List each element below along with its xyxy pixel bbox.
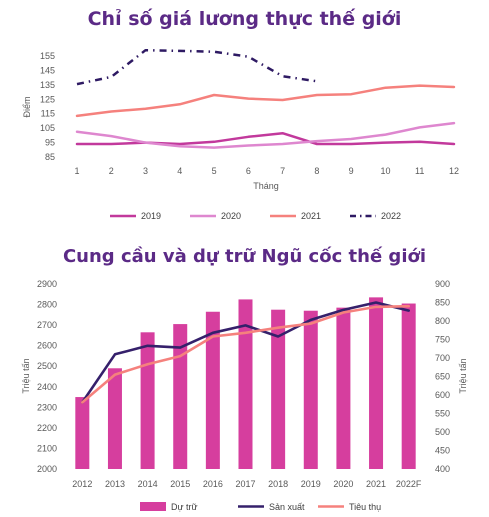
bar-2022F	[401, 303, 416, 469]
x-tick-label: 11	[415, 166, 424, 176]
legend-label-2021: 2021	[301, 211, 321, 221]
x-tick-label: 2017	[235, 479, 255, 489]
bar-2016	[205, 311, 220, 469]
y2-tick-label: 400	[435, 464, 450, 474]
y-axis-label: Triệu tấn	[21, 358, 31, 393]
y2-tick-label: 550	[435, 409, 450, 419]
x-tick-label: 2019	[301, 479, 321, 489]
y-tick-label: 2700	[37, 320, 57, 330]
series-line-Tiêu thụ	[81, 304, 410, 404]
y-tick-label: 2500	[37, 361, 57, 371]
x-tick-label: 2021	[366, 479, 386, 489]
x-tick-label: 1	[74, 166, 79, 176]
series-line-2022	[76, 48, 318, 86]
x-tick-label: 3	[143, 166, 148, 176]
bar-2014	[140, 332, 155, 469]
y-tick-label: 105	[40, 123, 55, 133]
bar-2015	[173, 324, 188, 469]
y-tick-label: 2300	[37, 402, 57, 412]
x-tick-label: 7	[280, 166, 285, 176]
y-tick-label: 155	[40, 51, 55, 61]
bar-2018	[271, 309, 286, 469]
bar-2020	[336, 307, 351, 469]
x-tick-label: 2018	[268, 479, 288, 489]
legend-label-2022: 2022	[381, 211, 401, 221]
y-tick-label: 2400	[37, 382, 57, 392]
y-tick-label: 85	[45, 152, 55, 162]
x-tick-label: 2020	[333, 479, 353, 489]
y-tick-label: 2200	[37, 423, 57, 433]
bar-2019	[303, 310, 318, 469]
y-tick-label: 2800	[37, 300, 57, 310]
y2-tick-label: 850	[435, 298, 450, 308]
bar-2013	[107, 368, 122, 469]
y2-tick-label: 500	[435, 427, 450, 437]
bar-2021	[369, 297, 384, 469]
y-tick-label: 125	[40, 94, 55, 104]
y-axis-label: Điểm	[22, 96, 32, 117]
x-tick-label: 2016	[203, 479, 223, 489]
legend-label-2019: 2019	[141, 211, 161, 221]
x-tick-label: 2012	[72, 479, 92, 489]
legend-swatch-Dự trữ	[140, 502, 166, 511]
x-tick-label: 5	[212, 166, 217, 176]
legend-label-Tiêu thụ: Tiêu thụ	[349, 502, 381, 512]
y-tick-label: 2000	[37, 464, 57, 474]
x-tick-label: 6	[246, 166, 251, 176]
x-tick-label: 12	[449, 166, 459, 176]
x-tick-label: 4	[177, 166, 182, 176]
y2-axis-label: Triệu tấn	[458, 358, 468, 393]
x-tick-label: 2022F	[396, 479, 422, 489]
x-axis-label: Tháng	[253, 181, 279, 191]
series-line-Sản xuất	[81, 301, 410, 404]
bar-2017	[238, 299, 253, 469]
y-tick-label: 95	[45, 138, 55, 148]
y2-tick-label: 450	[435, 446, 450, 456]
chart1-title: Chỉ số giá lương thực thế giới	[87, 8, 402, 30]
series-line-2021	[75, 84, 456, 118]
legend-label-2020: 2020	[221, 211, 241, 221]
y2-tick-label: 900	[435, 279, 450, 289]
y-tick-label: 115	[41, 109, 55, 119]
y-tick-label: 2900	[37, 279, 57, 289]
x-tick-label: 2014	[138, 479, 158, 489]
x-tick-label: 9	[349, 166, 354, 176]
legend-label-Dự trữ: Dự trữ	[171, 502, 198, 512]
y2-tick-label: 750	[435, 335, 450, 345]
y-tick-label: 135	[40, 80, 55, 90]
x-tick-label: 2013	[105, 479, 125, 489]
series-line-2019	[75, 131, 456, 146]
x-tick-label: 8	[314, 166, 319, 176]
y2-tick-label: 800	[435, 316, 450, 326]
series-line-2020	[75, 121, 456, 149]
x-tick-label: 10	[380, 166, 390, 176]
x-tick-label: 2	[109, 166, 114, 176]
y-tick-label: 2600	[37, 341, 57, 351]
y-tick-label: 2100	[37, 443, 57, 453]
y2-tick-label: 700	[435, 353, 450, 363]
x-tick-label: 2015	[170, 479, 190, 489]
y2-tick-label: 600	[435, 390, 450, 400]
chart2-title: Cung cầu và dự trữ Ngũ cốc thế giới	[62, 246, 427, 267]
y-tick-label: 145	[40, 65, 55, 75]
legend-label-Sản xuất: Sản xuất	[269, 502, 305, 512]
y2-tick-label: 650	[435, 372, 450, 382]
bar-2012	[75, 397, 90, 469]
